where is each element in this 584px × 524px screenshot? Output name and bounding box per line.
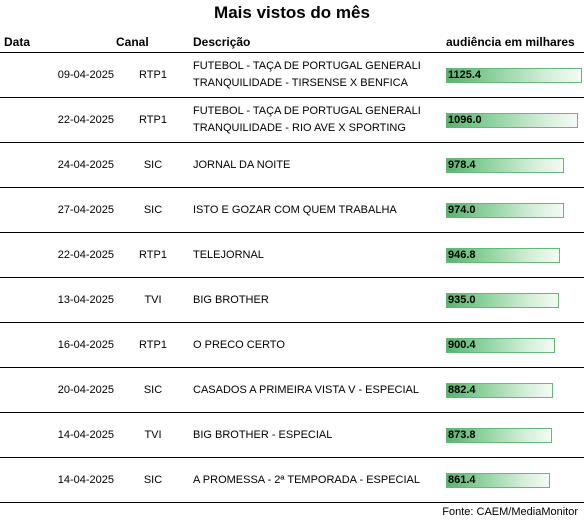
- row-date: 14-04-2025: [57, 474, 114, 486]
- row-channel: RTP1: [139, 249, 167, 261]
- audience-value: 873.8: [448, 428, 476, 441]
- row-date: 27-04-2025: [57, 204, 114, 216]
- row-channel: SIC: [143, 474, 163, 486]
- row-description: BIG BROTHER - ESPECIAL: [193, 413, 438, 457]
- table-row: 27-04-2025 SIC ISTO E GOZAR COM QUEM TRABA…: [0, 188, 584, 233]
- audience-bar: 900.4: [446, 337, 555, 353]
- audience-bar: 861.4: [446, 472, 550, 488]
- row-date: 13-04-2025: [57, 294, 114, 306]
- row-description-line: BIG BROTHER: [193, 293, 269, 306]
- row-description: A PROMESSA - 2ª TEMPORADA - ESPECIAL: [193, 458, 438, 502]
- row-audience-cell: 861.4: [446, 458, 584, 502]
- table-row: 16-04-2025 RTP1 O PRECO CERTO 900.4: [0, 323, 584, 368]
- row-date: 16-04-2025: [57, 339, 114, 351]
- row-audience-cell: 882.4: [446, 368, 584, 412]
- row-date: 24-04-2025: [57, 159, 114, 171]
- row-description: BIG BROTHER: [193, 278, 438, 322]
- row-description-line: TELEJORNAL: [193, 248, 264, 261]
- table-header: Data Canal Descrição audiência em milhar…: [0, 32, 584, 53]
- column-header-audience: audiência em milhares: [446, 35, 575, 49]
- table-row: 09-04-2025 RTP1 FUTEBOL - TAÇA DE PORTUGAL…: [0, 53, 584, 98]
- row-description-line: TRANQUILIDADE - RIO AVE X SPORTING: [193, 122, 406, 134]
- row-audience-cell: 946.8: [446, 233, 584, 277]
- row-description-line: A PROMESSA - 2ª TEMPORADA - ESPECIAL: [193, 473, 420, 486]
- column-header-channel: Canal: [116, 35, 149, 49]
- row-audience-cell: 873.8: [446, 413, 584, 457]
- table-row: 14-04-2025 SIC A PROMESSA - 2ª TEMPORADA -…: [0, 458, 584, 503]
- row-channel: RTP1: [139, 69, 167, 81]
- audience-bar: 1125.4: [446, 67, 582, 83]
- row-date: 20-04-2025: [57, 384, 114, 396]
- row-description-line: TRANQUILIDADE - TIRSENSE X BENFICA: [193, 77, 408, 89]
- row-audience-cell: 935.0: [446, 278, 584, 322]
- row-description: FUTEBOL - TAÇA DE PORTUGAL GENERALI TRANQ…: [193, 98, 438, 142]
- table-row: 24-04-2025 SIC JORNAL DA NOITE 978.4: [0, 143, 584, 188]
- row-description: O PRECO CERTO: [193, 323, 438, 367]
- audience-value: 1125.4: [448, 68, 482, 81]
- source-note: Fonte: CAEM/MediaMonitor: [442, 506, 578, 518]
- audience-value: 861.4: [448, 473, 476, 486]
- row-channel: SIC: [143, 384, 163, 396]
- row-channel: SIC: [143, 204, 163, 216]
- audience-value: 935.0: [448, 293, 476, 306]
- row-date: 09-04-2025: [57, 69, 114, 81]
- row-description-line: O PRECO CERTO: [193, 338, 285, 351]
- row-channel: RTP1: [139, 339, 167, 351]
- row-description-line: FUTEBOL - TAÇA DE PORTUGAL GENERALI: [193, 60, 421, 72]
- table-row: 14-04-2025 TVI BIG BROTHER - ESPECIAL 873.8: [0, 413, 584, 458]
- audience-bar: 935.0: [446, 292, 559, 308]
- row-channel: SIC: [143, 159, 163, 171]
- row-description: FUTEBOL - TAÇA DE PORTUGAL GENERALI TRANQ…: [193, 53, 438, 97]
- row-channel: TVI: [144, 429, 162, 441]
- audience-value: 974.0: [448, 203, 476, 216]
- row-date: 14-04-2025: [57, 429, 114, 441]
- row-audience-cell: 900.4: [446, 323, 584, 367]
- row-audience-cell: 1125.4: [446, 53, 584, 97]
- row-channel: RTP1: [139, 114, 167, 126]
- row-audience-cell: 1096.0: [446, 98, 584, 142]
- row-description: JORNAL DA NOITE: [193, 143, 438, 187]
- table-row: 22-04-2025 RTP1 TELEJORNAL 946.8: [0, 233, 584, 278]
- row-audience-cell: 974.0: [446, 188, 584, 232]
- row-description: ISTO E GOZAR COM QUEM TRABALHA: [193, 188, 438, 232]
- row-channel: TVI: [144, 294, 162, 306]
- table-row: 22-04-2025 RTP1 FUTEBOL - TAÇA DE PORTUGAL…: [0, 98, 584, 143]
- audience-value: 946.8: [448, 248, 476, 261]
- column-header-description: Descrição: [193, 35, 251, 49]
- row-description: TELEJORNAL: [193, 233, 438, 277]
- audience-value: 900.4: [448, 338, 476, 351]
- audience-bar: 974.0: [446, 202, 564, 218]
- audience-bar: 873.8: [446, 427, 552, 443]
- row-date: 22-04-2025: [57, 249, 114, 261]
- audience-value: 1096.0: [448, 113, 482, 126]
- row-description-line: CASADOS A PRIMEIRA VISTA V - ESPECIAL: [193, 383, 419, 396]
- row-date: 22-04-2025: [57, 114, 114, 126]
- row-audience-cell: 978.4: [446, 143, 584, 187]
- audience-bar: 978.4: [446, 157, 564, 173]
- table-row: 20-04-2025 SIC CASADOS A PRIMEIRA VISTA V …: [0, 368, 584, 413]
- page-title: Mais vistos do mês: [214, 3, 370, 22]
- column-header-date: Data: [4, 35, 31, 49]
- audience-bar: 1096.0: [446, 112, 578, 128]
- row-description-line: BIG BROTHER - ESPECIAL: [193, 428, 333, 441]
- row-description-line: ISTO E GOZAR COM QUEM TRABALHA: [193, 203, 397, 216]
- table-body: 09-04-2025 RTP1 FUTEBOL - TAÇA DE PORTUGAL…: [0, 53, 584, 503]
- audience-value: 978.4: [448, 158, 476, 171]
- audience-bar: 946.8: [446, 247, 560, 263]
- table-row: 13-04-2025 TVI BIG BROTHER 935.0: [0, 278, 584, 323]
- audience-value: 882.4: [448, 383, 476, 396]
- row-description-line: JORNAL DA NOITE: [193, 158, 291, 171]
- row-description: CASADOS A PRIMEIRA VISTA V - ESPECIAL: [193, 368, 438, 412]
- audience-bar: 882.4: [446, 382, 553, 398]
- row-description-line: FUTEBOL - TAÇA DE PORTUGAL GENERALI: [193, 105, 421, 117]
